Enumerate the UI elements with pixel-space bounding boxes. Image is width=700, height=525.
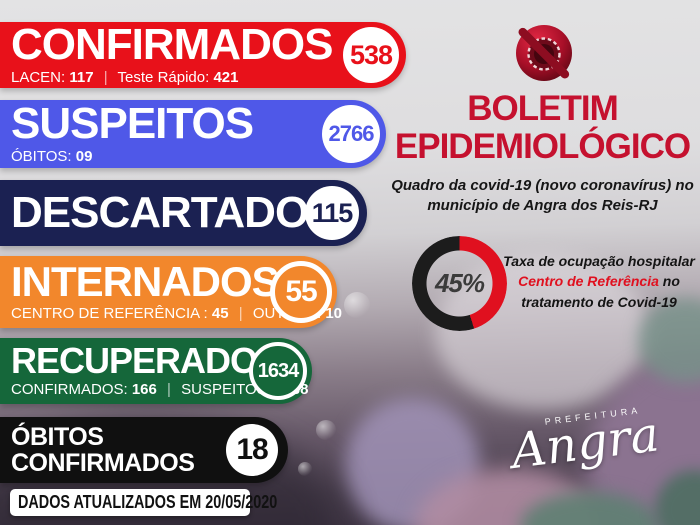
outros-value: 10 <box>325 304 343 322</box>
recuperados-count-badge: 1634 <box>249 342 307 400</box>
confirmados-count-badge: 538 <box>343 27 399 83</box>
separator: | <box>103 68 108 86</box>
banner-descartados: DESCARTADOS 115 <box>0 180 367 246</box>
bg-bubble-1 <box>344 292 370 318</box>
bulletin-subtitle-line1: Quadro da covid-19 (novo coronavírus) no <box>391 177 694 194</box>
obitos-suspeitos-value: 09 <box>75 147 93 165</box>
confirmados-title: CONFIRMADOS <box>11 20 333 70</box>
obitos-count-badge: 18 <box>226 424 278 476</box>
descartados-title: DESCARTADOS <box>11 188 338 238</box>
separator: | <box>167 381 171 399</box>
banner-internados: INTERNADOS CENTRO DE REFERÊNCIA : 45 | O… <box>0 256 342 328</box>
data-updated-bar: DADOS ATUALIZADOS EM 20/05/2020 <box>10 489 277 516</box>
occupancy-donut <box>412 236 507 331</box>
lacen-value: 117 <box>69 68 94 86</box>
suspeitos-breakdown: ÓBITOS: 09 <box>11 148 386 165</box>
banner-suspeitos: SUSPEITOS ÓBITOS: 09 2766 <box>0 100 386 168</box>
bulletin-title-line1: BOLETIM <box>467 89 618 128</box>
centro-referencia-label: CENTRO DE REFERÊNCIA : <box>11 304 208 322</box>
bg-bubble-2 <box>316 420 336 440</box>
banner-confirmados: CONFIRMADOS LACEN: 117 | Teste Rápido: 4… <box>0 22 406 88</box>
occupancy-caption-line1: Taxa de ocupação hospitalar <box>503 253 695 269</box>
recuperados-confirmados-value: 166 <box>131 381 157 399</box>
recuperados-suspeitos-label: SUSPEITOS: <box>181 381 271 399</box>
descartados-count-badge: 115 <box>305 186 359 240</box>
banner-obitos-confirmados: ÓBITOS CONFIRMADOS 18 <box>0 417 288 483</box>
teste-rapido-value: 421 <box>213 68 239 86</box>
recuperados-confirmados-label: CONFIRMADOS: <box>11 381 128 399</box>
bulletin-title-line2: EPIDEMIOLÓGICO <box>394 127 691 166</box>
occupancy-percent: 45% <box>434 268 485 298</box>
data-updated-text: DADOS ATUALIZADOS EM 20/05/2020 <box>18 492 278 512</box>
internados-count-badge: 55 <box>270 261 332 323</box>
centro-referencia-value: 45 <box>211 304 229 322</box>
recuperados-title: RECUPERADOS <box>11 339 281 381</box>
separator: | <box>238 304 243 322</box>
teste-rapido-label: Teste Rápido: <box>117 68 210 86</box>
lacen-label: LACEN: <box>11 68 66 86</box>
banner-recuperados: RECUPERADOS CONFIRMADOS: 166 | SUSPEITOS… <box>0 338 312 404</box>
bg-bubble-3 <box>298 462 312 476</box>
occupancy-caption-no: no <box>658 273 680 290</box>
obitos-suspeitos-label: ÓBITOS: <box>11 147 72 165</box>
confirmados-breakdown: LACEN: 117 | Teste Rápido: 421 <box>11 69 406 86</box>
prefeitura-angra-logo: PREFEITURA Angra <box>495 402 681 523</box>
occupancy-caption-centro: Centro de Referência <box>518 273 659 290</box>
suspeitos-count-badge: 2766 <box>322 105 380 163</box>
bulletin-subtitle-line2: município de Angra dos Reis-RJ <box>427 197 658 214</box>
suspeitos-title: SUSPEITOS <box>11 99 254 149</box>
occupancy-caption: Taxa de ocupação hospitalar Centro de Re… <box>500 251 698 312</box>
internados-title: INTERNADOS <box>11 258 280 306</box>
no-virus-icon <box>515 24 573 87</box>
obitos-title-line2: CONFIRMADOS <box>11 449 195 477</box>
occupancy-caption-line3: tratamento de Covid-19 <box>521 293 677 310</box>
obitos-title-line1: ÓBITOS <box>11 422 104 451</box>
